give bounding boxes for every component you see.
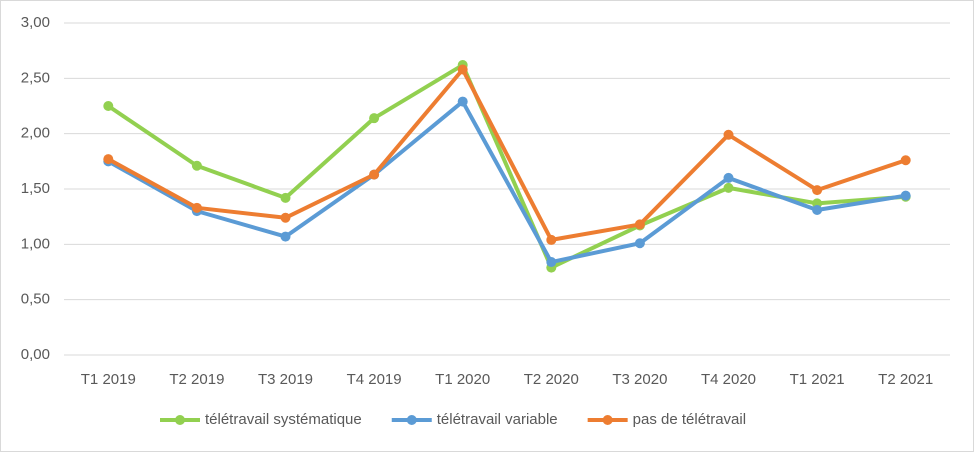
data-point [457,96,468,107]
x-tick-label: T4 2019 [347,371,402,388]
data-point [457,64,468,75]
y-tick-label: 1,00 [21,235,50,252]
data-point [634,238,645,249]
data-point [812,205,823,216]
data-point [634,219,645,230]
x-tick-label: T2 2021 [878,371,933,388]
x-tick-label: T3 2019 [258,371,313,388]
y-tick-label: 0,00 [21,346,50,363]
legend-label: pas de télétravail [633,411,746,428]
data-point [723,172,734,183]
data-point [191,202,202,213]
data-point [280,212,291,223]
x-tick-label: T2 2019 [169,371,224,388]
x-tick-label: T1 2019 [81,371,136,388]
data-point [280,192,291,203]
series-line [106,67,908,242]
y-tick-label: 0,50 [21,291,50,308]
data-point [103,154,114,165]
x-tick-label: T1 2020 [435,371,490,388]
x-tick-label: T2 2020 [524,371,579,388]
data-point [546,234,557,245]
y-tick-label: 2,00 [21,125,50,142]
legend-marker [406,415,417,425]
data-point [900,190,911,201]
x-tick-label: T4 2020 [701,371,756,388]
data-point [723,129,734,140]
data-point [900,155,911,166]
x-tick-label: T3 2020 [612,371,667,388]
legend-label: télétravail variable [437,411,558,428]
data-point [191,160,202,171]
data-point [280,231,291,242]
y-tick-label: 1,50 [21,180,50,197]
data-point [369,169,380,180]
legend-marker [602,415,613,425]
y-tick-label: 2,50 [21,69,50,86]
y-tick-label: 3,00 [21,14,50,31]
legend-label: télétravail systématique [205,411,362,428]
x-tick-label: T1 2021 [790,371,845,388]
data-point [369,113,380,124]
data-point [103,101,114,111]
legend-marker [175,415,185,425]
data-point [723,182,734,193]
data-point [812,185,823,196]
series-line [106,99,908,265]
data-point [546,257,557,268]
